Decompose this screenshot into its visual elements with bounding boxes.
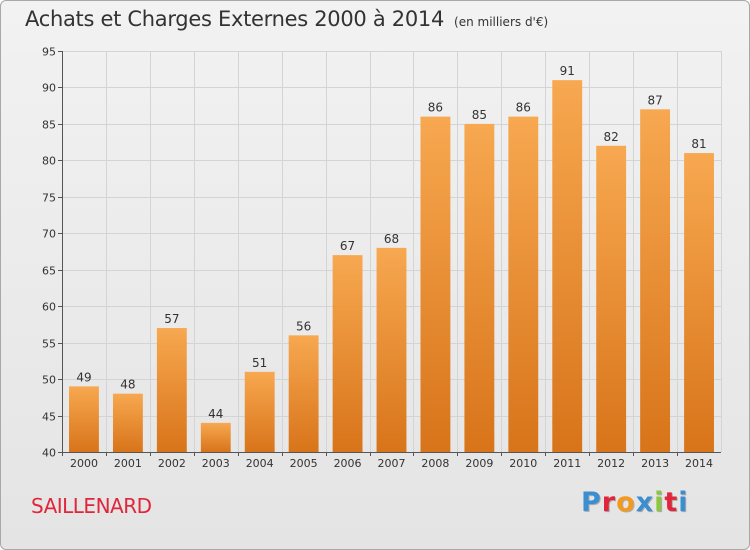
data-label: 44 [208,407,223,421]
x-tick-label: 2005 [290,457,318,470]
data-label: 81 [691,137,706,151]
chart-title-text: Achats et Charges Externes 2000 à 2014 [25,7,445,31]
x-tick-label: 2006 [334,457,362,470]
data-label: 51 [252,356,267,370]
y-tick-label: 70 [42,228,56,241]
x-tick-label: 2014 [685,457,713,470]
x-tick-label: 2001 [114,457,142,470]
data-label: 82 [604,130,619,144]
bar [376,247,407,452]
y-tick-label: 65 [42,265,56,278]
x-tick-label: 2004 [246,457,274,470]
bar [596,145,627,453]
y-tick-label: 80 [42,155,56,168]
y-tick-label: 90 [42,82,56,95]
x-tick-label: 2003 [202,457,230,470]
x-tick-label: 2002 [158,457,186,470]
data-label: 56 [296,319,311,333]
y-tick-label: 40 [42,447,56,460]
bar [156,328,187,452]
y-tick-label: 85 [42,119,56,132]
data-label: 48 [120,378,135,392]
logo-letter: t [664,487,679,518]
data-label: 86 [428,101,443,115]
bar [332,255,363,452]
data-label: 86 [516,101,531,115]
x-tick-label: 2009 [465,457,493,470]
axes: 40 45 50 55 60 65 70 75 80 85 90 95 2000 2001 2002 2003… [42,46,721,470]
bar [200,422,231,452]
y-tick-label: 45 [42,411,56,424]
bar [684,153,714,452]
bar [508,116,539,453]
bar [244,371,275,452]
x-tick-label: 2000 [70,457,98,470]
x-tick-label: 2012 [597,457,625,470]
logo-letter: o [616,487,636,518]
bar [552,80,583,452]
x-tick-label: 2010 [509,457,537,470]
y-tick-label: 60 [42,301,56,314]
y-tick-label: 95 [42,46,56,59]
data-label: 49 [76,370,91,384]
bar [69,386,99,452]
chart-title: Achats et Charges Externes 2000 à 2014 (e… [25,7,548,31]
data-label: 91 [560,64,575,78]
proxiti-logo[interactable]: Proxiti [581,487,689,518]
logo-letter: i [678,487,689,518]
bar [464,123,495,452]
chart-unit: (en milliers d'€) [454,15,549,29]
data-label: 87 [647,93,662,107]
y-tick-label: 55 [42,338,56,351]
bars [69,80,714,453]
x-tick-label: 2011 [553,457,581,470]
data-label: 67 [340,239,355,253]
logo-letter: r [601,487,617,518]
bar [640,109,671,452]
x-tick-label: 2013 [641,457,669,470]
commune-name: SAILLENARD [31,494,152,518]
data-labels: 49 48 57 44 51 56 67 68 86 85 86 91 82 87 81 [76,64,706,421]
bar [112,393,143,452]
y-tick-label: 50 [42,374,56,387]
logo-letter: x [635,487,655,518]
data-label: 57 [164,312,179,326]
x-tick-label: 2007 [378,457,406,470]
bar [420,116,451,453]
x-tick-label: 2008 [421,457,449,470]
logo-letter: i [654,487,665,518]
data-label: 85 [472,108,487,122]
data-label: 68 [384,232,399,246]
logo-letter: P [581,487,602,518]
bar [288,335,319,452]
y-tick-label: 75 [42,192,56,205]
